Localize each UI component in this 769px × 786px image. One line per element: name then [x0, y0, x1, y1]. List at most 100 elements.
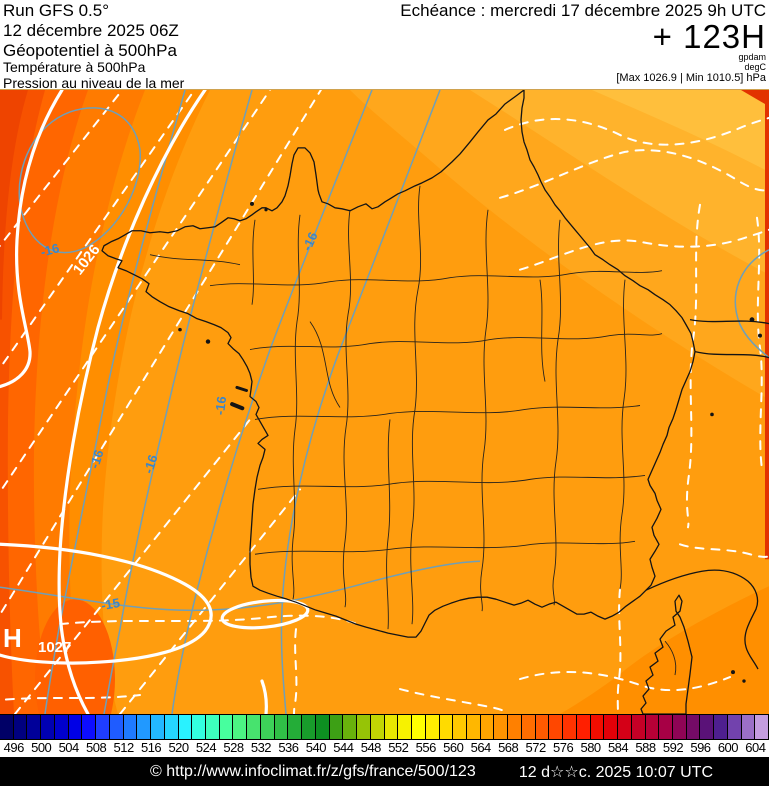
- colorbar-cell: [534, 715, 550, 739]
- colorbar-tick: 588: [635, 740, 656, 755]
- colorbar-tick: 524: [195, 740, 217, 755]
- colorbar-tick: 540: [305, 740, 327, 755]
- colorbar-cell: [12, 715, 28, 739]
- forecast-horizon: + 123H: [652, 18, 766, 55]
- param-temperature: Température à 500hPa: [3, 59, 146, 75]
- colorbar-cell: [617, 715, 632, 739]
- colorbar-cell: [493, 715, 509, 739]
- colorbar-cell: [108, 715, 124, 739]
- contour-label-temp: -16: [212, 395, 229, 415]
- contour-label-pressure: 1027: [38, 639, 71, 656]
- colorbar-tick: 604: [745, 740, 766, 755]
- colorbar-tick: 576: [553, 740, 574, 755]
- small-islands: [178, 201, 762, 683]
- colorbar-cell: [699, 715, 715, 739]
- colorbar-tick: 560: [443, 740, 464, 755]
- colorbar-cell: [740, 715, 756, 739]
- colorbar-cell: [81, 715, 97, 739]
- colorbar-tick: 536: [278, 740, 299, 755]
- param-geopotential: Géopotentiel à 500hPa: [3, 41, 177, 60]
- france-outline: [101, 90, 696, 638]
- contour-label-temp: -16: [87, 448, 107, 470]
- colorbar-tick: 512: [113, 740, 135, 755]
- contour-label-temp: -16: [299, 230, 321, 253]
- pressure-contours: [0, 90, 310, 714]
- contour-label-high: H: [3, 623, 22, 653]
- colorbar-cell: [205, 715, 220, 739]
- colorbar-cell: [411, 715, 426, 739]
- colorbar-tick: 544: [333, 740, 354, 755]
- colorbar-tick: 580: [580, 740, 601, 755]
- colorbar-tick: 564: [470, 740, 492, 755]
- colorbar-tick: 548: [360, 740, 382, 755]
- colorbar-tick: 600: [717, 740, 739, 755]
- colorbar-cell: [685, 715, 701, 739]
- contour-label-temp: -15: [100, 595, 121, 613]
- map-header: Run GFS 0.5° 12 décembre 2025 06Z Géopot…: [0, 0, 769, 91]
- colorbar-cell: [630, 715, 646, 739]
- contour-label-temp: -16: [141, 453, 161, 475]
- colorbar-cell: [150, 715, 165, 739]
- colorbar-cell: [465, 715, 481, 739]
- copyright-url: © http://www.infoclimat.fr/z/gfs/france/…: [150, 762, 476, 780]
- colorbar-cell: [0, 715, 14, 739]
- colorbar-cell: [342, 715, 358, 739]
- colorbar-cell: [95, 715, 110, 739]
- colorbar-cell: [603, 715, 619, 739]
- colorbar: [0, 714, 769, 740]
- colorbar-cell: [218, 715, 234, 739]
- colorbar-cell: [287, 715, 303, 739]
- temperature-dashed-contours: [0, 90, 769, 714]
- colorbar-cell: [548, 715, 564, 739]
- colorbar-cell: [575, 715, 591, 739]
- colorbar-cell: [520, 715, 536, 739]
- colorbar-tick: 592: [662, 740, 684, 755]
- colorbar-cell: [67, 715, 83, 739]
- colorbar-tick: 508: [86, 740, 107, 755]
- footer-bar: © http://www.infoclimat.fr/z/gfs/france/…: [0, 757, 769, 786]
- minmax-pressure: [Max 1026.9 | Min 1010.5] hPa: [616, 72, 766, 84]
- run-title: Run GFS 0.5°: [3, 1, 110, 20]
- geography: [101, 90, 769, 714]
- colorbar-cell: [26, 715, 42, 739]
- colorbar-cell: [246, 715, 261, 739]
- map-area: -16 -16 -16 -16 -16 -15 1026 1027 H: [0, 89, 769, 714]
- colorbar-cell: [53, 715, 69, 739]
- colorbar-tick: 500: [31, 740, 52, 755]
- colorbar-tick: 532: [250, 740, 272, 755]
- param-pressure: Pression au niveau de la mer: [3, 75, 185, 91]
- colorbar-cell: [191, 715, 207, 739]
- unit-gpdam: gpdam: [738, 52, 766, 62]
- colorbar-cell: [438, 715, 454, 739]
- colorbar-cell: [397, 715, 413, 739]
- department-borders: [149, 185, 677, 676]
- colorbar-cell: [754, 715, 769, 739]
- colorbar-cell: [177, 715, 193, 739]
- colorbar-cell: [589, 715, 605, 739]
- colorbar-cell: [136, 715, 152, 739]
- colorbar-cell: [122, 715, 138, 739]
- colorbar-tick: 520: [168, 740, 189, 755]
- colorbar-cell: [658, 715, 673, 739]
- colorbar-cell: [713, 715, 728, 739]
- colorbar-cell: [232, 715, 248, 739]
- unit-degc: degC: [744, 62, 766, 72]
- colorbar-tick: 504: [58, 740, 80, 755]
- colorbar-tick: 572: [525, 740, 547, 755]
- colorbar-cell: [369, 715, 385, 739]
- colorbar-cell: [328, 715, 344, 739]
- colorbar-cell: [163, 715, 179, 739]
- colorbar-cell: [562, 715, 577, 739]
- contour-label-temp: -16: [39, 240, 61, 259]
- right-edge-red-strip: [741, 90, 769, 560]
- colorbar-cell: [383, 715, 399, 739]
- colorbar-tick: 496: [3, 740, 25, 755]
- colorbar-cell: [273, 715, 289, 739]
- colorbar-tick-labels: 496 500 504 508 512 516 520 524 528 532 536 540 544 5…: [0, 740, 769, 757]
- colorbar-cell: [259, 715, 275, 739]
- colorbar-tick: 528: [223, 740, 244, 755]
- header-left: Run GFS 0.5° 12 décembre 2025 06Z Géopot…: [3, 1, 184, 91]
- colorbar-cell: [671, 715, 687, 739]
- header-right: Echéance : mercredi 17 décembre 2025 9h …: [400, 1, 766, 85]
